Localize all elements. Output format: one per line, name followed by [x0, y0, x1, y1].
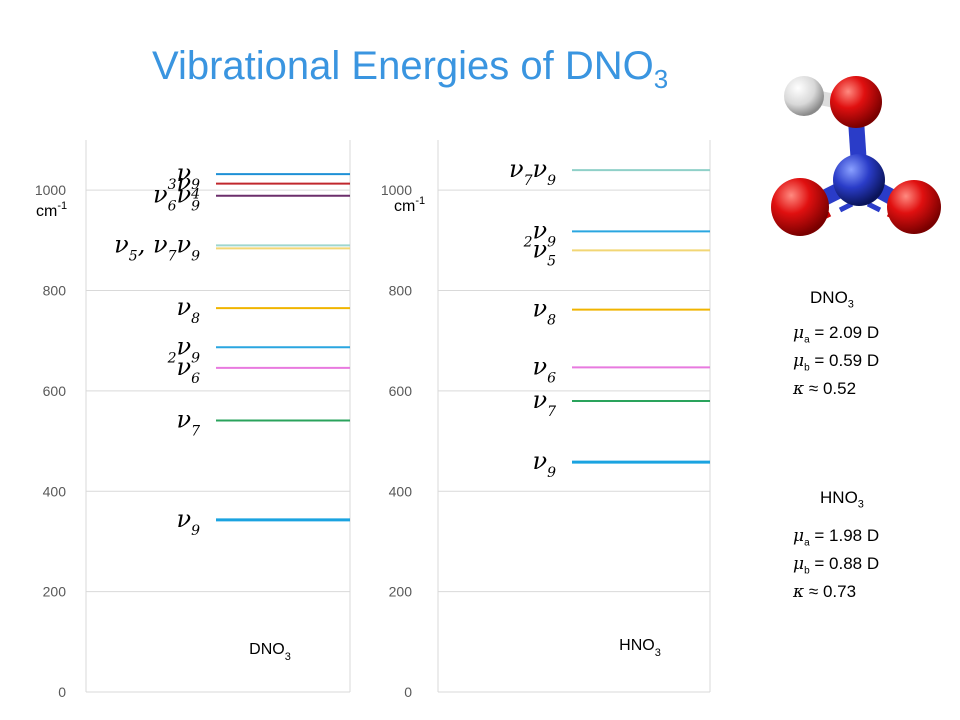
dno3-params-heading: DNO3 [810, 288, 854, 311]
y-tick-label: 1000 [381, 182, 412, 198]
page-title: Vibrational Energies of DNO3 [152, 44, 669, 94]
y-axis-unit-label: cm-1 [394, 195, 425, 215]
y-axis-unit-label: cm-1 [36, 200, 67, 220]
y-tick-label: 200 [43, 584, 67, 600]
energy-level-label: ν9 [176, 505, 200, 539]
dno3-kappa: κ ≈ 0.52 [793, 379, 857, 399]
energy-level-label: ν6 [532, 352, 556, 386]
energy-level-label: ν7 [176, 406, 200, 440]
y-tick-label: 600 [43, 383, 67, 399]
y-tick-label: 0 [58, 684, 66, 700]
category-label: DNO3 [249, 641, 291, 663]
y-tick-label: 400 [389, 483, 413, 499]
energy-level-label: ν4 [176, 169, 200, 203]
dno3-mu-a: μa = 2.09 D [793, 323, 880, 346]
energy-level-label: ν6ν9 [153, 181, 200, 215]
hno3-params-heading: HNO3 [820, 488, 864, 511]
energy-level-label: ν7 [532, 386, 556, 420]
y-tick-label: 0 [404, 684, 412, 700]
energy-level-label: ν8 [176, 293, 200, 327]
energy-level-label: ν7ν9 [509, 155, 556, 189]
molecule-illustration [771, 76, 941, 236]
energy-level-label: 3ν9 [168, 159, 201, 193]
dno3-mu-b: μb = 0.59 D [793, 351, 880, 374]
y-tick-label: 200 [389, 584, 413, 600]
hno3-kappa: κ ≈ 0.73 [793, 582, 857, 602]
energy-level-label: ν5 [532, 235, 556, 269]
hno3-mu-b: μb = 0.88 D [793, 554, 880, 577]
y-tick-label: 1000 [35, 182, 66, 198]
y-tick-label: 400 [43, 483, 67, 499]
energy-level-label: 2ν9 [167, 332, 201, 366]
y-tick-label: 800 [389, 283, 413, 299]
category-label: HNO3 [619, 637, 661, 659]
hno3-mu-a: μa = 1.98 D [793, 526, 880, 549]
energy-level-label: ν5, ν7ν9 [114, 230, 200, 264]
y-tick-label: 600 [389, 383, 413, 399]
energy-level-label: ν6 [176, 353, 200, 387]
energy-level-label: 2ν9 [523, 216, 557, 250]
energy-level-label: ν9 [532, 447, 556, 481]
energy-level-label: ν8 [532, 295, 556, 329]
hno3-panel: 02004006008001000cm-1HNO3ν7ν92ν9ν5ν8ν6ν7… [381, 140, 711, 700]
y-tick-label: 800 [43, 283, 67, 299]
